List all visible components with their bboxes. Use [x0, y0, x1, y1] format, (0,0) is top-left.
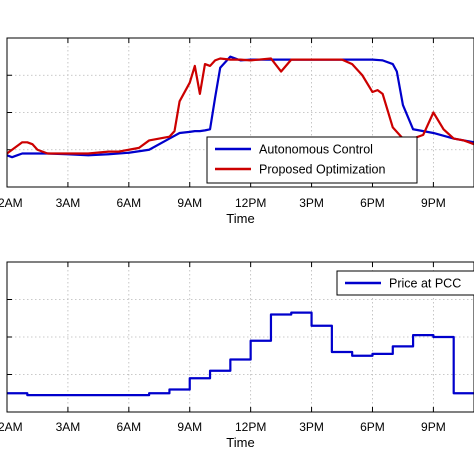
- x-tick-label: 6PM: [360, 420, 385, 434]
- x-tick-label: 9PM: [421, 420, 446, 434]
- legend-label-price-at-pcc: Price at PCC: [389, 277, 461, 291]
- x-tick-label: 3PM: [299, 196, 324, 210]
- legend: Autonomous Control Proposed Optimization: [206, 136, 418, 184]
- price-at-pcc-line: [7, 311, 474, 397]
- x-tick-label: 3AM: [56, 420, 81, 434]
- x-axis-label: Time: [226, 435, 254, 450]
- x-tick-label: 12PM: [235, 420, 266, 434]
- x-tick-label: 6AM: [116, 196, 141, 210]
- x-tick-label: 6PM: [360, 196, 385, 210]
- lower-chart: 12AM 3AM 6AM 9AM 12PM 3PM 6PM 9PM Time Price at P…: [0, 261, 474, 450]
- x-tick-label: 6AM: [116, 420, 141, 434]
- x-tick-label: 9AM: [177, 420, 202, 434]
- x-axis-label: Time: [226, 211, 254, 226]
- x-tick-label: 12AM: [0, 420, 23, 434]
- legend-box: [206, 136, 418, 184]
- x-tick-label: 9AM: [177, 196, 202, 210]
- x-tick-label: 12PM: [235, 196, 266, 210]
- x-tick-label: 3AM: [56, 196, 81, 210]
- upper-chart: 12AM 3AM 6AM 9AM 12PM 3PM 6PM 9PM Time Autonomous…: [0, 37, 474, 226]
- series-group: [7, 311, 474, 397]
- proposed-optimization-line: [7, 57, 474, 155]
- axes-frame: [6, 37, 474, 188]
- x-tick-label: 12AM: [0, 196, 23, 210]
- legend: Price at PCC: [336, 270, 474, 296]
- series-group: [7, 55, 474, 159]
- x-tick-label: 9PM: [421, 196, 446, 210]
- x-tick-label: 3PM: [299, 420, 324, 434]
- legend-label-proposed-optimization: Proposed Optimization: [259, 163, 386, 177]
- axes-frame: [6, 261, 474, 413]
- legend-label-autonomous-control: Autonomous Control: [259, 143, 373, 157]
